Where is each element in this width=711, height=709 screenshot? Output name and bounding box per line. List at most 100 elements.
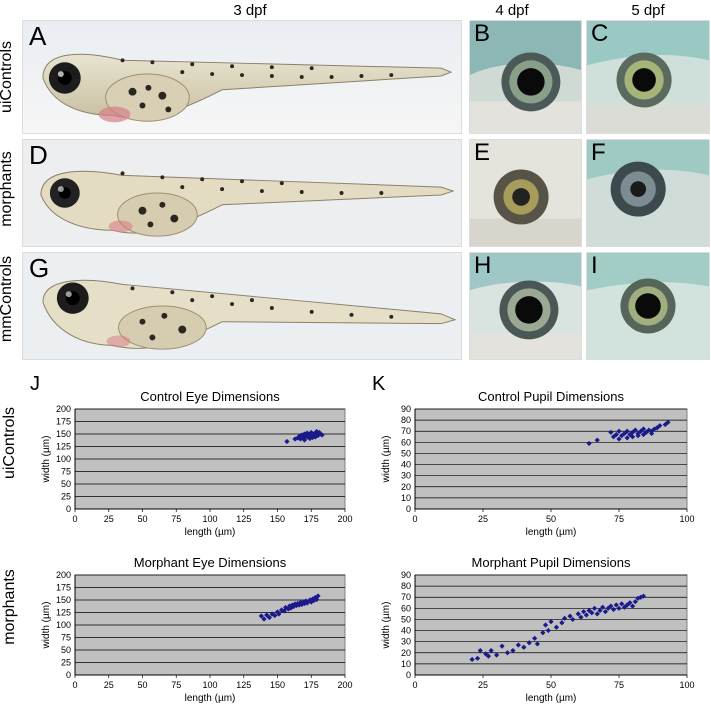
x-tick-label: 25: [478, 514, 488, 524]
panel-c-eye: C: [586, 20, 710, 134]
x-tick-label: 150: [270, 680, 285, 690]
y-axis-label: width (µm): [381, 602, 392, 650]
y-tick-label: 25: [61, 658, 71, 668]
panel-label-c: C: [591, 20, 609, 47]
data-point: [624, 428, 630, 434]
x-tick-label: 0: [412, 680, 417, 690]
y-tick-label: 90: [401, 570, 411, 580]
data-point: [301, 437, 308, 443]
header-5dpf: 5 dpf: [631, 2, 665, 19]
y-tick-label: 80: [401, 581, 411, 591]
y-tick-label: 50: [61, 645, 71, 655]
data-point: [269, 611, 275, 617]
data-point: [307, 431, 313, 438]
data-point: [646, 427, 652, 433]
x-tick-label: 175: [304, 514, 319, 524]
data-point: [319, 432, 325, 438]
y-tick-label: 40: [401, 460, 411, 470]
y-tick-label: 70: [401, 592, 411, 602]
data-point: [608, 603, 614, 609]
y-tick-label: 70: [401, 426, 411, 436]
data-point: [285, 606, 291, 612]
data-point: [635, 595, 641, 601]
data-point: [292, 601, 298, 607]
x-axis-label: length (µm): [185, 527, 236, 538]
data-point: [307, 597, 313, 603]
x-tick-label: 50: [546, 680, 556, 690]
x-tick-label: 0: [72, 680, 77, 690]
data-point: [307, 435, 313, 442]
chart-morphant-pupil: Morphant Pupil Dimensions 0 10 20 30 40 50 60 70…: [355, 548, 711, 708]
data-point: [292, 436, 298, 442]
x-tick-label: 100: [202, 514, 217, 524]
plot-area: [414, 408, 688, 510]
header-4dpf: 4 dpf: [495, 2, 529, 19]
data-point: [640, 426, 647, 432]
data-point: [474, 655, 481, 661]
chart-control-eye: Control Eye Dimensions 0 25 50 75 100 125 150 17…: [0, 382, 360, 542]
data-point: [293, 602, 299, 609]
y-tick-label: 125: [56, 608, 71, 618]
y-tick-label: 50: [61, 479, 71, 489]
data-point: [303, 598, 309, 604]
data-point: [630, 429, 636, 435]
y-tick-label: 175: [56, 417, 71, 427]
y-tick-label: 50: [401, 614, 411, 624]
y-tick-label: 125: [56, 442, 71, 452]
data-point: [630, 603, 636, 609]
data-point: [526, 640, 532, 646]
chart-title: Control Eye Dimensions: [140, 389, 280, 404]
chart-morphant-eye: Morphant Eye Dimensions 0 25 50 75 100 125 150 1…: [0, 548, 360, 708]
y-tick-label: 150: [56, 429, 71, 439]
data-point: [261, 616, 267, 622]
x-tick-label: 150: [270, 514, 285, 524]
y-tick-label: 0: [406, 670, 411, 680]
data-point: [289, 602, 295, 608]
y-tick-label: 10: [401, 493, 411, 503]
y-tick-label: 150: [56, 595, 71, 605]
data-point: [296, 433, 302, 440]
data-point: [621, 430, 628, 437]
data-point: [616, 428, 622, 434]
panel-label-f: F: [591, 139, 606, 166]
x-axis-label: length (µm): [185, 693, 236, 704]
data-point: [272, 612, 278, 619]
x-tick-label: 50: [546, 514, 556, 524]
panel-h-eye: H: [469, 252, 582, 360]
data-point: [515, 642, 521, 648]
x-tick-label: 75: [614, 680, 624, 690]
panel-label-k: K: [372, 373, 386, 395]
x-tick-label: 125: [236, 680, 251, 690]
y-axis-label: width (µm): [381, 436, 392, 484]
panel-label-i: I: [591, 252, 598, 279]
chart-title: Morphant Eye Dimensions: [134, 555, 287, 570]
x-tick-label: 100: [679, 514, 694, 524]
panel-label-a: A: [29, 21, 47, 51]
data-point: [610, 606, 617, 613]
y-tick-label: 200: [56, 570, 71, 580]
y-tick-label: 10: [401, 659, 411, 669]
data-point: [619, 601, 625, 607]
data-point: [314, 596, 320, 603]
y-tick-label: 60: [401, 437, 411, 447]
y-tick-label: 200: [56, 404, 71, 414]
data-point: [621, 604, 628, 610]
plot-area: [414, 574, 688, 676]
data-point: [640, 593, 647, 599]
x-axis-label: length (µm): [526, 693, 577, 704]
data-point: [310, 596, 316, 602]
data-point: [304, 434, 310, 440]
x-tick-label: 50: [137, 514, 147, 524]
data-point: [635, 433, 641, 439]
panel-e-eye: E: [469, 139, 582, 247]
data-point: [559, 620, 565, 626]
panel-label-j: J: [30, 373, 40, 395]
x-tick-label: 25: [104, 680, 114, 690]
x-tick-label: 75: [614, 514, 624, 524]
data-point: [632, 427, 638, 433]
x-tick-label: 25: [478, 680, 488, 690]
y-tick-label: 50: [401, 448, 411, 458]
data-point: [300, 434, 306, 441]
panel-g-larva: G: [22, 252, 462, 360]
